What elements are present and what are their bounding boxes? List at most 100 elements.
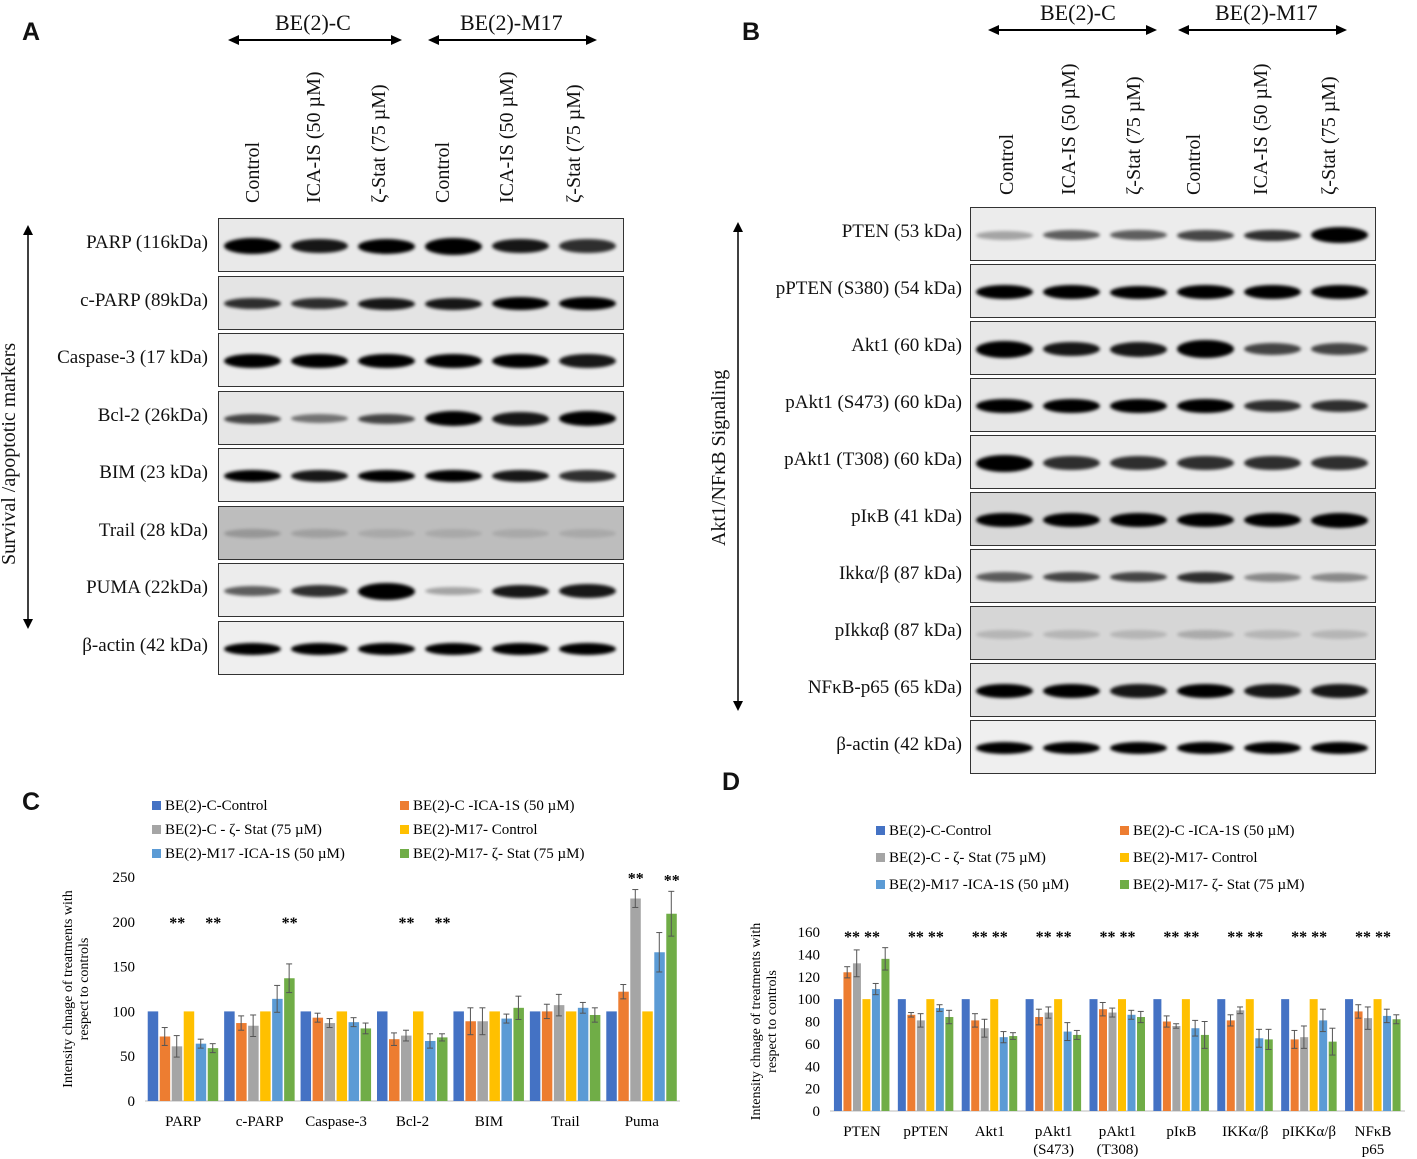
a-blot-strip bbox=[218, 333, 624, 387]
a-blot-label: β-actin (42 kDa) bbox=[82, 634, 208, 656]
b-band bbox=[1110, 742, 1167, 754]
panel-label-a: A bbox=[22, 18, 41, 46]
b-blot-strip bbox=[970, 606, 1376, 660]
bar bbox=[1025, 999, 1034, 1111]
a-band bbox=[425, 587, 482, 595]
y-tick-label: 20 bbox=[805, 1082, 820, 1098]
bar bbox=[401, 1035, 412, 1101]
bar bbox=[990, 999, 999, 1111]
significance-mark: ** bbox=[205, 915, 221, 932]
bar bbox=[897, 999, 906, 1111]
b-band bbox=[976, 454, 1033, 472]
a-band bbox=[559, 411, 616, 426]
side-label-b: Akt1/NFκB Signaling bbox=[708, 369, 730, 546]
bar bbox=[843, 972, 852, 1111]
bar bbox=[1009, 1036, 1018, 1111]
b-blot-label: pAkt1 (S473) (60 kDa) bbox=[785, 392, 962, 413]
legend-label: BE(2)-M17 -ICA-1S (50 µM) bbox=[889, 877, 1069, 893]
a-band bbox=[224, 529, 281, 538]
a-band bbox=[358, 642, 415, 655]
legend-label: BE(2)-M17- Control bbox=[1133, 850, 1258, 866]
a-band bbox=[559, 354, 616, 368]
bar bbox=[1162, 1021, 1171, 1111]
group-arrows-a bbox=[228, 35, 597, 45]
a-blot-strip bbox=[218, 563, 624, 617]
a-band bbox=[358, 470, 415, 482]
b-band bbox=[1244, 285, 1301, 299]
bar bbox=[881, 958, 890, 1111]
bar bbox=[871, 989, 880, 1111]
b-band bbox=[976, 230, 1033, 240]
b-blot-strip bbox=[970, 207, 1376, 261]
bar bbox=[159, 1036, 171, 1101]
a-band bbox=[358, 529, 415, 538]
x-tick-label: Puma bbox=[625, 1114, 660, 1130]
y-tick-label: 0 bbox=[128, 1094, 136, 1110]
a-band bbox=[224, 642, 281, 655]
b-band bbox=[1311, 343, 1368, 355]
b-band bbox=[976, 684, 1033, 698]
a-band bbox=[224, 298, 281, 309]
bar bbox=[642, 1011, 653, 1101]
b-band bbox=[1244, 742, 1301, 754]
b-band bbox=[1043, 456, 1100, 470]
a-band bbox=[425, 411, 482, 426]
legend-label: BE(2)-M17- ζ- Stat (75 µM) bbox=[413, 846, 585, 862]
b-band bbox=[1311, 742, 1368, 754]
a-blot-label: Caspase-3 (17 kDa) bbox=[57, 347, 208, 368]
b-band bbox=[1244, 629, 1301, 639]
b-band bbox=[1110, 572, 1167, 582]
bar bbox=[1373, 999, 1382, 1111]
bar bbox=[513, 1007, 524, 1101]
b-band bbox=[1244, 400, 1301, 412]
significance-mark: ** bbox=[628, 871, 644, 888]
y-tick-label: 160 bbox=[798, 925, 821, 941]
b-band bbox=[1110, 399, 1167, 413]
b-band bbox=[1110, 285, 1167, 299]
y-axis-label: Intensity chnage of treatments withrespe… bbox=[749, 923, 780, 1121]
significance-mark: ** ** bbox=[1227, 929, 1263, 946]
bar bbox=[1345, 999, 1354, 1111]
legend-swatch bbox=[152, 825, 161, 834]
y-axis-label: Intensity chnage of treatments withrespe… bbox=[61, 890, 92, 1088]
a-band bbox=[425, 642, 482, 655]
b-blot-label: pIkkαβ (87 kDa) bbox=[834, 620, 962, 641]
a-band bbox=[291, 354, 348, 368]
bar bbox=[1118, 999, 1126, 1111]
bar bbox=[1226, 1020, 1235, 1111]
a-band bbox=[492, 411, 549, 426]
bar bbox=[1044, 1012, 1053, 1111]
a-band bbox=[291, 239, 348, 253]
b-blot-strip bbox=[970, 549, 1376, 603]
a-blot-label: BIM (23 kDa) bbox=[99, 462, 208, 483]
a-blot-strip bbox=[218, 505, 624, 560]
b-band bbox=[1244, 229, 1301, 241]
x-tick-label: PARP bbox=[165, 1114, 201, 1130]
bar bbox=[1264, 1039, 1273, 1111]
bar bbox=[1191, 1028, 1200, 1111]
b-blot-strip bbox=[970, 264, 1376, 318]
b-band bbox=[1177, 513, 1234, 527]
a-band bbox=[559, 297, 616, 310]
a-band bbox=[358, 238, 415, 254]
b-blot-label: Ikkα/β (87 kDa) bbox=[838, 563, 962, 584]
bar bbox=[553, 1005, 565, 1101]
b-band bbox=[1110, 456, 1167, 470]
b-band bbox=[1043, 684, 1100, 698]
x-tick-label: BIM bbox=[475, 1114, 503, 1130]
bar bbox=[630, 898, 641, 1101]
significance-mark: ** ** bbox=[1036, 929, 1072, 946]
bar bbox=[935, 1008, 944, 1111]
a-blot-strip bbox=[218, 620, 624, 675]
a-band bbox=[425, 237, 482, 255]
legend-swatch bbox=[1120, 826, 1129, 835]
b-band bbox=[1043, 629, 1100, 639]
significance-mark: ** ** bbox=[908, 929, 944, 946]
a-band bbox=[224, 238, 281, 254]
bar bbox=[926, 999, 935, 1111]
legend-swatch bbox=[400, 849, 409, 858]
bar bbox=[324, 1023, 336, 1101]
legend-label: BE(2)-C -ICA-1S (50 µM) bbox=[413, 798, 575, 814]
b-band bbox=[1043, 572, 1100, 582]
legend-label: BE(2)-M17 -ICA-1S (50 µM) bbox=[165, 846, 345, 862]
